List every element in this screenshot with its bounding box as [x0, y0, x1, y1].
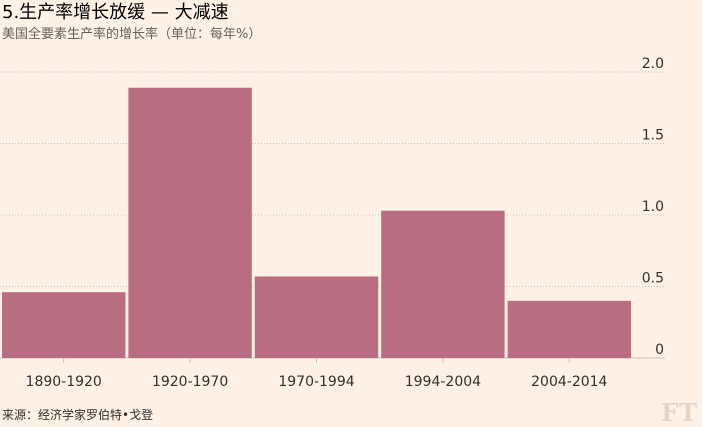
y-tick-label: 0.5 [642, 271, 664, 287]
bars [2, 87, 631, 358]
x-tick-label: 1994-2004 [405, 374, 481, 390]
x-axis-ticks: 1890-1920 1920-1970 1970-1994 1994-2004 2004… [26, 358, 608, 390]
source-note: 来源：经济学家罗伯特•戈登 [2, 408, 154, 422]
y-tick-label: 0 [655, 342, 664, 358]
x-tick-label: 1970-1994 [278, 374, 354, 390]
bar [2, 292, 126, 358]
x-tick-label: 1920-1970 [152, 374, 228, 390]
y-tick-label: 1.5 [642, 128, 664, 144]
y-tick-label: 2.0 [642, 56, 664, 72]
x-tick-label: 1890-1920 [26, 374, 102, 390]
bar [507, 300, 631, 358]
y-axis-ticks: 0 0.5 1.0 1.5 2.0 [642, 56, 664, 358]
ft-logo: FT [661, 398, 698, 427]
chart-title: 5.生产率增长放缓 — 大减速 [2, 2, 229, 23]
x-tick-label: 2004-2014 [531, 374, 607, 390]
y-tick-label: 1.0 [642, 199, 664, 215]
bar [254, 276, 379, 358]
bar [381, 210, 505, 358]
chart-subtitle: 美国全要素生产率的增长率（单位：每年%） [2, 27, 262, 42]
bar [128, 87, 252, 358]
